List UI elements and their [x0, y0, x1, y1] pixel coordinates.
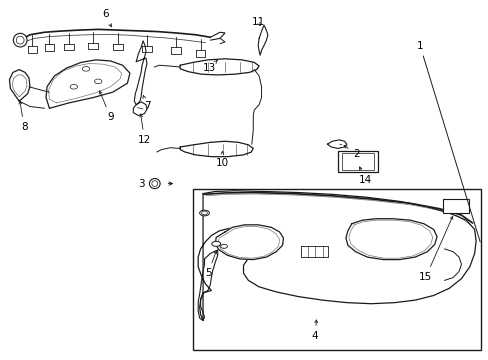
Ellipse shape: [199, 210, 209, 216]
Polygon shape: [44, 44, 54, 51]
Ellipse shape: [152, 181, 158, 186]
Text: 3: 3: [138, 179, 144, 189]
Polygon shape: [133, 102, 147, 116]
Polygon shape: [218, 226, 279, 258]
Text: 6: 6: [102, 9, 111, 27]
Polygon shape: [180, 59, 259, 75]
Text: 13: 13: [203, 60, 217, 73]
Text: 7: 7: [142, 95, 150, 112]
Polygon shape: [64, 44, 74, 50]
Polygon shape: [195, 50, 205, 57]
Text: 14: 14: [358, 167, 371, 185]
Polygon shape: [48, 63, 122, 103]
Polygon shape: [258, 25, 267, 55]
Ellipse shape: [16, 36, 24, 44]
Ellipse shape: [220, 244, 227, 248]
Polygon shape: [113, 44, 122, 50]
Bar: [443, 199, 468, 213]
Text: 15: 15: [418, 216, 452, 282]
Bar: [341, 153, 373, 170]
Polygon shape: [300, 246, 328, 257]
Text: 1: 1: [416, 41, 479, 242]
Polygon shape: [345, 219, 436, 260]
Polygon shape: [88, 43, 98, 49]
Polygon shape: [327, 140, 346, 148]
Text: 8: 8: [19, 101, 27, 132]
Polygon shape: [348, 220, 432, 258]
Polygon shape: [46, 60, 130, 108]
Ellipse shape: [94, 79, 102, 84]
Text: 11: 11: [251, 17, 264, 27]
Polygon shape: [27, 46, 37, 53]
Polygon shape: [198, 191, 475, 320]
Polygon shape: [12, 75, 27, 97]
Polygon shape: [9, 69, 30, 101]
Ellipse shape: [149, 179, 160, 189]
Polygon shape: [215, 225, 283, 260]
Polygon shape: [142, 45, 152, 52]
Ellipse shape: [70, 85, 77, 89]
Text: 9: 9: [99, 91, 114, 122]
Polygon shape: [134, 41, 147, 105]
Text: 10: 10: [215, 152, 228, 168]
Ellipse shape: [211, 241, 220, 246]
Text: 4: 4: [311, 320, 318, 341]
Bar: [193, 189, 480, 350]
Text: 5: 5: [204, 251, 216, 278]
Text: 2: 2: [344, 145, 359, 159]
Bar: [337, 151, 377, 172]
Ellipse shape: [82, 67, 89, 71]
Polygon shape: [171, 47, 181, 54]
Text: 12: 12: [138, 114, 151, 145]
Ellipse shape: [201, 211, 207, 215]
Ellipse shape: [13, 33, 27, 47]
Polygon shape: [180, 141, 253, 157]
